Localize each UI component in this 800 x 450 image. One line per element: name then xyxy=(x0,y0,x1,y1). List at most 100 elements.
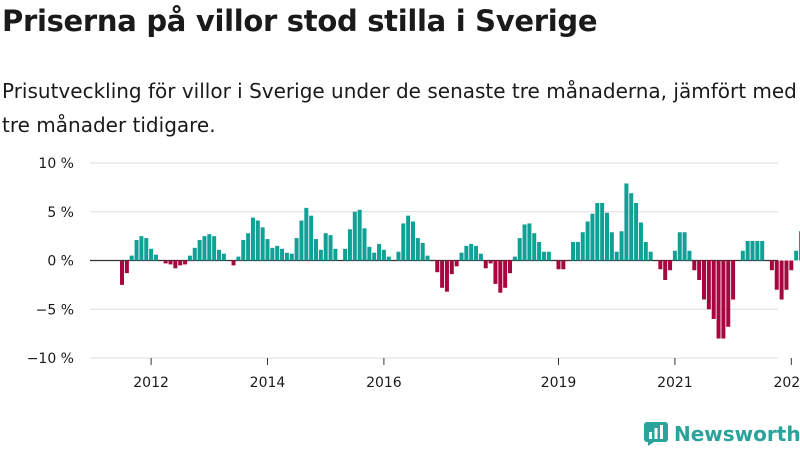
chart-bar xyxy=(508,260,512,274)
chart-bar xyxy=(702,260,706,300)
chart-bar xyxy=(236,256,241,261)
chart-bar xyxy=(648,251,653,261)
chart-bar xyxy=(692,260,697,271)
chart-bar xyxy=(134,240,139,261)
chart-bar xyxy=(600,202,605,261)
chart-bar xyxy=(590,213,595,261)
chart-bar xyxy=(381,249,386,261)
chart-bar xyxy=(609,232,614,261)
chart-bar xyxy=(357,209,362,261)
chart-bar xyxy=(187,255,192,261)
chart-bar xyxy=(275,245,280,261)
chart-bar xyxy=(270,247,275,261)
chart-bar xyxy=(415,238,420,261)
chart-bar xyxy=(682,232,687,261)
chart-bar xyxy=(469,243,474,261)
chart-bar xyxy=(672,250,677,261)
chart-bar xyxy=(294,238,299,261)
chart-bar xyxy=(124,260,129,274)
chart-bar xyxy=(634,202,639,261)
chart-subtitle: Prisutveckling för villor i Sverige unde… xyxy=(2,79,797,137)
chart-bar xyxy=(420,242,425,261)
chart-bar xyxy=(217,249,221,261)
chart-bar xyxy=(643,241,648,261)
chart-bar xyxy=(231,260,236,266)
y-tick-labels: 10 % 5 % 0 % −5 % −10 % xyxy=(27,156,74,367)
chart-bar xyxy=(212,236,217,261)
page-title: Priserna på villor stod stilla i Sverige xyxy=(2,4,598,38)
chart-bar xyxy=(318,249,323,261)
x-tick-label: 2021 xyxy=(657,375,693,391)
chart-bar xyxy=(386,256,391,261)
chart-bar xyxy=(517,238,522,261)
chart-bar xyxy=(546,251,551,261)
chart-bar xyxy=(173,260,178,269)
chart-bar xyxy=(745,241,750,261)
bar-chart-logo-icon xyxy=(644,422,668,446)
chart-bar xyxy=(444,260,449,292)
chart-bar xyxy=(464,245,469,261)
chart-bar xyxy=(561,260,566,270)
chart-bar xyxy=(677,232,682,261)
bar-chart: 10 % 5 % 0 % −5 % −10 % 2012 2014 2016 2019 2021… xyxy=(27,156,800,391)
chart-bar xyxy=(396,251,401,261)
y-tick-label: 0 % xyxy=(47,254,74,270)
chart-bar xyxy=(522,224,527,261)
chart-bar xyxy=(794,250,799,261)
chart-bar xyxy=(459,252,464,261)
chart-bar xyxy=(750,241,755,261)
chart-bar xyxy=(309,215,314,261)
chart-bar xyxy=(697,260,702,280)
chart-bar xyxy=(149,248,154,261)
chart-bar xyxy=(779,260,784,300)
chart-bar xyxy=(129,255,134,261)
chart-bar xyxy=(406,215,411,261)
chart-bar xyxy=(280,248,285,261)
chart-bar xyxy=(663,260,668,280)
chart-bar xyxy=(740,250,745,261)
chart-bar xyxy=(163,260,168,264)
chart-bar xyxy=(595,202,600,261)
newsworthy-logo: Newsworthy xyxy=(644,420,800,448)
chart-bar xyxy=(120,260,124,285)
y-tick-label: 10 % xyxy=(38,156,74,172)
chart-bar xyxy=(605,212,609,261)
chart-bar xyxy=(153,254,158,261)
chart-bar xyxy=(333,248,338,261)
chart-bar xyxy=(755,241,760,261)
chart-bar xyxy=(527,223,532,261)
chart-bar xyxy=(706,260,711,310)
chart-bar xyxy=(144,238,149,261)
chart-bar xyxy=(537,241,542,261)
chart-bar xyxy=(197,240,202,261)
x-tick-label: 2016 xyxy=(366,375,402,391)
chart-bar xyxy=(454,260,459,267)
chart-bar xyxy=(299,220,304,261)
chart-bar xyxy=(265,239,270,261)
chart-bar xyxy=(178,260,183,266)
chart-bar xyxy=(260,227,265,261)
chart-bar xyxy=(488,260,493,264)
brand-name: Newsworthy xyxy=(674,422,800,446)
chart-bar xyxy=(139,236,144,261)
chart-bar xyxy=(774,260,779,290)
chart-bar xyxy=(474,245,479,261)
chart-bar xyxy=(168,260,173,265)
chart-bar xyxy=(440,260,445,288)
chart-bars xyxy=(120,183,800,339)
chart-bar xyxy=(571,241,576,261)
chart-bar xyxy=(255,220,260,261)
y-tick-label: −10 % xyxy=(27,351,74,367)
chart-bar xyxy=(498,260,503,293)
chart-bar xyxy=(352,211,357,261)
chart-bar xyxy=(668,260,673,271)
chart-bar xyxy=(575,241,580,261)
x-tick-label: 2023 xyxy=(773,375,800,391)
chart-bar xyxy=(619,231,624,261)
chart-bar xyxy=(711,260,716,319)
chart-bar xyxy=(207,234,212,261)
chart-bar xyxy=(289,253,294,261)
chart-bar xyxy=(241,240,246,261)
chart-bar xyxy=(250,217,255,261)
chart-bar xyxy=(532,233,537,261)
